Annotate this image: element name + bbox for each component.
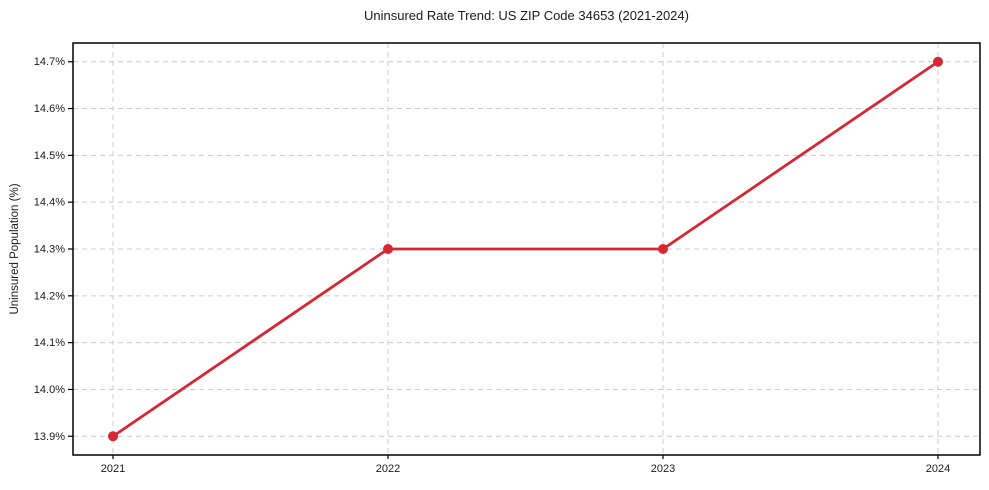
series-markers bbox=[108, 56, 943, 442]
x-tick-label: 2021 bbox=[101, 463, 125, 475]
data-point-marker bbox=[658, 244, 668, 254]
y-tick-label: 14.5% bbox=[34, 150, 65, 162]
y-tick-label: 14.0% bbox=[34, 384, 65, 396]
x-tick-labels: 2021 2022 2023 2024 bbox=[101, 455, 950, 475]
series-line bbox=[111, 60, 940, 438]
y-tick-label: 14.4% bbox=[34, 197, 65, 209]
y-tick-label: 14.7% bbox=[34, 56, 65, 68]
x-gridlines bbox=[112, 43, 939, 455]
y-tick-label: 14.1% bbox=[34, 337, 65, 349]
y-tick-label: 13.9% bbox=[34, 431, 65, 443]
data-point-marker bbox=[108, 431, 118, 442]
x-tick-label: 2022 bbox=[376, 463, 400, 475]
data-point-marker bbox=[933, 56, 943, 67]
y-tick-label: 14.2% bbox=[34, 290, 65, 302]
y-axis-title-group: Uninsured Population (%) bbox=[9, 183, 21, 314]
y-tick-label: 14.3% bbox=[34, 244, 65, 256]
data-point-marker bbox=[383, 244, 393, 254]
y-tick-labels: 13.9% 14.0% 14.1% 14.2% 14.3% 14.4% 14.5% 14.6%… bbox=[34, 56, 73, 443]
x-tick-label: 2024 bbox=[926, 463, 950, 475]
chart-title: Uninsured Rate Trend: US ZIP Code 34653 … bbox=[364, 8, 689, 23]
y-tick-label: 14.6% bbox=[34, 103, 65, 115]
x-tick-label: 2023 bbox=[651, 463, 675, 475]
y-axis-title: Uninsured Population (%) bbox=[9, 183, 21, 314]
